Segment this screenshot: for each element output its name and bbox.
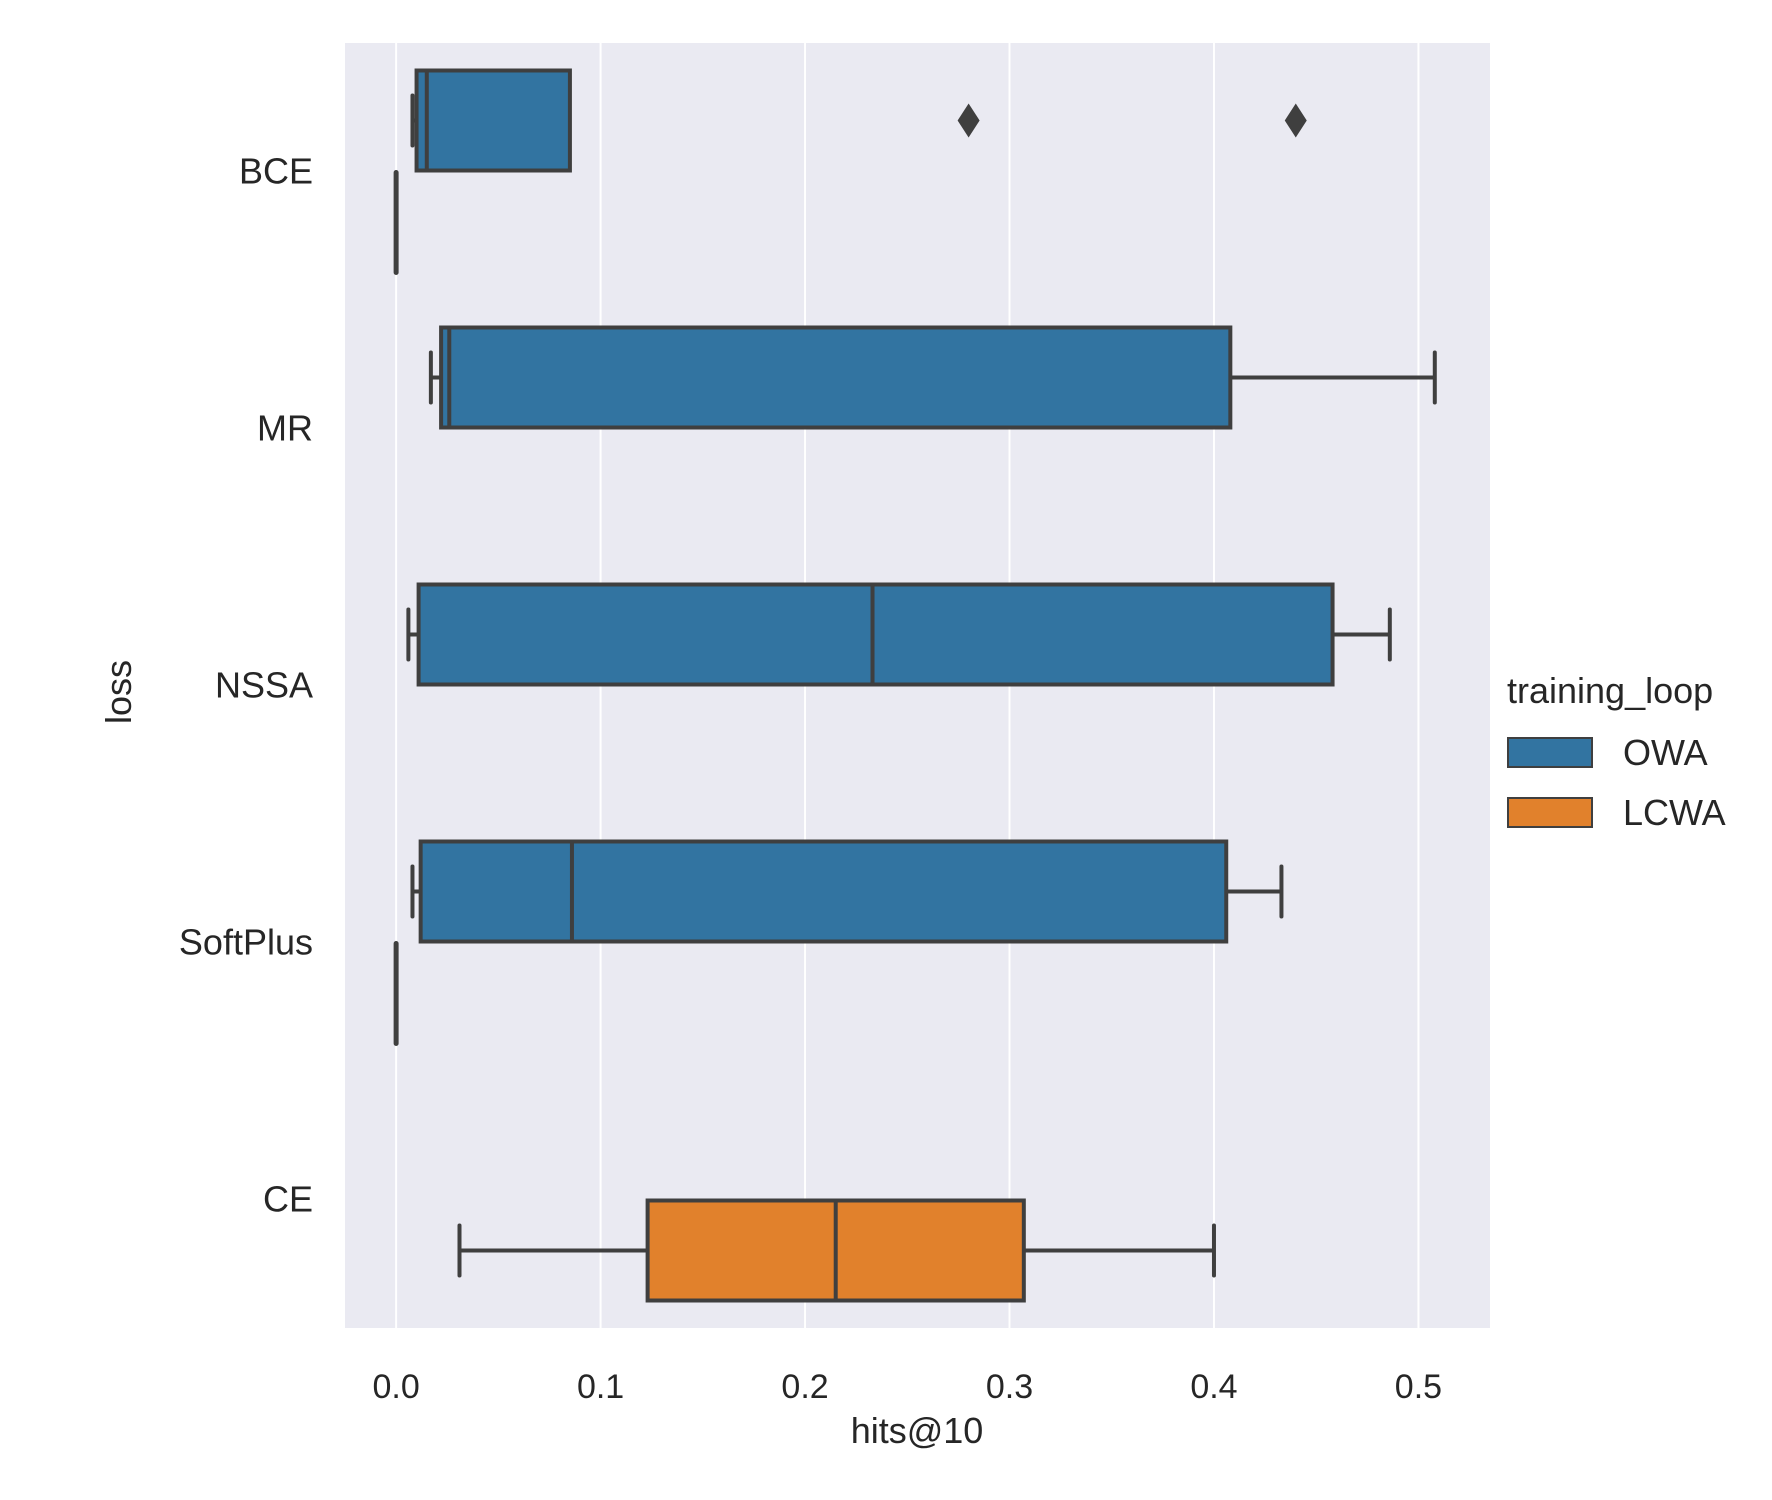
outlier-point [1284, 103, 1307, 138]
box-NSSA-OWA [406, 582, 1392, 687]
x-tick-label: 0.0 [372, 1368, 419, 1406]
box-BCE-OWA [410, 68, 1307, 173]
box-MR-OWA [428, 325, 1437, 430]
legend-label-OWA: OWA [1623, 732, 1708, 773]
x-tick-label: 0.2 [781, 1368, 828, 1406]
box-series [393, 68, 1437, 1303]
y-tick-label: CE [263, 1179, 313, 1220]
y-axis-label: loss [98, 660, 139, 724]
y-tick-label: BCE [239, 151, 313, 192]
x-axis-label: hits@10 [851, 1410, 984, 1451]
x-tick-label: 0.3 [986, 1368, 1033, 1406]
box-iqr [439, 325, 1233, 430]
box-SoftPlus-OWA [410, 839, 1284, 944]
box-CE-LCWA [457, 1198, 1216, 1303]
y-tick-label: MR [257, 408, 313, 449]
box-iqr [414, 68, 572, 173]
x-tick-label: 0.4 [1190, 1368, 1237, 1406]
box-iqr [418, 839, 1229, 944]
y-tick-label: NSSA [215, 665, 313, 706]
legend-title: training_loop [1507, 670, 1713, 711]
x-tick-label: 0.5 [1395, 1368, 1442, 1406]
box-iqr [416, 582, 1335, 687]
legend: training_loop OWA LCWA [1507, 670, 1726, 833]
legend-swatch-LCWA [1507, 797, 1593, 828]
legend-label-LCWA: LCWA [1623, 792, 1726, 833]
outlier-point [957, 103, 980, 138]
legend-swatch-OWA [1507, 737, 1593, 768]
x-tick-label: 0.1 [577, 1368, 624, 1406]
x-axis: 0.0 0.1 0.2 0.3 0.4 0.5 [372, 1368, 1442, 1406]
y-tick-label: SoftPlus [179, 922, 313, 963]
y-axis: BCE MR NSSA SoftPlus CE [179, 151, 313, 1220]
